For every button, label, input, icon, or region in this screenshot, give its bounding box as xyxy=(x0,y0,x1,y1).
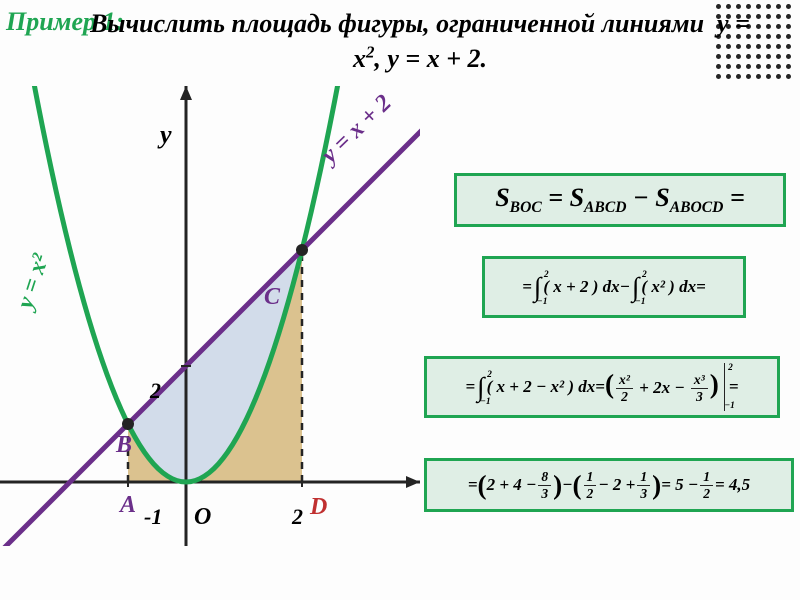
point-d-label: D xyxy=(310,494,327,521)
tick-2x-label: 2 xyxy=(292,504,303,530)
formula-integrals-split: = ∫−12( x + 2 ) dx − ∫−12( x² ) dx = xyxy=(482,256,746,318)
formula-area-identity: SBOC = SABCD − SABOCD = xyxy=(454,173,786,227)
y-axis-label: y xyxy=(160,120,172,150)
formula-antiderivative: = ∫−12( x + 2 − x² ) dx = (x²2 + 2x − x³… xyxy=(424,356,780,418)
point-c-label: C xyxy=(264,284,280,311)
area-chart xyxy=(0,86,420,546)
origin-label: O xyxy=(194,504,211,531)
formula-numeric-result: = (2 + 4 − 83) − (12 − 2 + 13) = 5 − 12 … xyxy=(424,458,794,512)
point-a-label: A xyxy=(120,492,136,519)
tick-neg1-label: -1 xyxy=(144,504,162,530)
tick-2y-label: 2 xyxy=(150,378,161,404)
point-b-label: B xyxy=(116,432,132,459)
problem-text: Вычислить площадь фигуры, ограниченной л… xyxy=(80,6,760,76)
